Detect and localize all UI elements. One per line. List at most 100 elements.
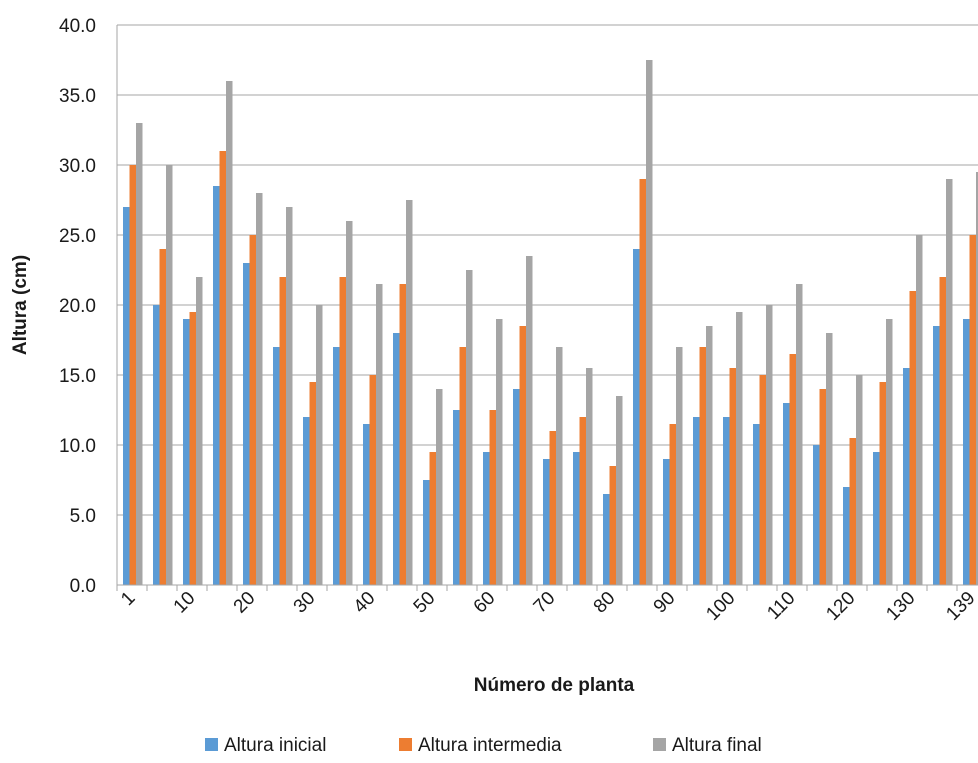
legend-label: Altura inicial <box>224 735 326 756</box>
bar <box>783 403 790 585</box>
bar <box>226 81 233 585</box>
bar <box>159 249 166 585</box>
legend-swatch <box>653 738 666 751</box>
bar <box>429 452 436 585</box>
bar <box>676 347 683 585</box>
bar <box>976 172 978 585</box>
legend: Altura inicial Altura intermedia Altura fi… <box>205 735 762 756</box>
bar <box>706 326 713 585</box>
bar <box>729 368 736 585</box>
bar <box>766 305 773 585</box>
bar <box>969 235 976 585</box>
bar <box>339 277 346 585</box>
bar <box>279 277 286 585</box>
bar <box>573 452 580 585</box>
bar <box>639 179 646 585</box>
bar <box>873 452 880 585</box>
bar <box>219 151 226 585</box>
bars <box>123 60 978 585</box>
bar <box>556 347 563 585</box>
bar <box>489 410 496 585</box>
bar <box>513 389 520 585</box>
bar <box>909 291 916 585</box>
bar <box>459 347 466 585</box>
bar <box>849 438 856 585</box>
bar <box>466 270 473 585</box>
bar <box>856 375 863 585</box>
x-tick-label: 80 <box>590 588 620 618</box>
x-tick-label: 30 <box>290 588 320 618</box>
bar <box>789 354 796 585</box>
bar <box>249 235 256 585</box>
x-axis-title: Número de planta <box>474 675 635 696</box>
bar <box>609 466 616 585</box>
bar <box>526 256 533 585</box>
bar <box>519 326 526 585</box>
bar <box>496 319 503 585</box>
bar <box>123 207 130 585</box>
x-tick-label: 100 <box>702 588 739 625</box>
bar <box>579 417 586 585</box>
bar <box>256 193 263 585</box>
bar <box>453 410 460 585</box>
bar <box>213 186 220 585</box>
bar <box>723 417 730 585</box>
bar <box>363 424 370 585</box>
y-axis-title: Altura (cm) <box>10 255 31 355</box>
bar <box>376 284 383 585</box>
bar <box>759 375 766 585</box>
x-tick-label: 40 <box>350 588 380 618</box>
bar <box>129 165 136 585</box>
bar <box>543 459 550 585</box>
bar <box>273 347 280 585</box>
x-tick-label: 60 <box>470 588 500 618</box>
bar <box>333 347 340 585</box>
legend-swatch <box>399 738 412 751</box>
x-tick-label: 10 <box>170 588 200 618</box>
bar <box>693 417 700 585</box>
bar <box>436 389 443 585</box>
bar <box>826 333 833 585</box>
bar <box>549 431 556 585</box>
bar <box>843 487 850 585</box>
bar <box>286 207 293 585</box>
x-tick-label: 110 <box>763 588 799 624</box>
y-tick-label: 20.0 <box>59 296 96 317</box>
x-tick-label: 130 <box>882 588 919 625</box>
y-tick-label: 30.0 <box>59 156 96 177</box>
bar <box>753 424 760 585</box>
x-tick-label: 139 <box>942 588 978 625</box>
bar <box>699 347 706 585</box>
bar <box>309 382 316 585</box>
bar <box>939 277 946 585</box>
x-tick-label: 120 <box>822 588 859 625</box>
bar <box>736 312 743 585</box>
y-tick-label: 0.0 <box>70 576 96 597</box>
y-tick-label: 5.0 <box>70 506 96 527</box>
x-tick-label: 70 <box>530 588 560 618</box>
bar <box>633 249 640 585</box>
bar <box>153 305 160 585</box>
x-tick-label: 50 <box>410 588 440 618</box>
bar <box>166 165 173 585</box>
bar <box>603 494 610 585</box>
bar <box>879 382 886 585</box>
x-tick-label: 1 <box>117 588 139 610</box>
bar <box>886 319 893 585</box>
bar <box>586 368 593 585</box>
bar <box>243 263 250 585</box>
y-tick-label: 10.0 <box>59 436 96 457</box>
bar <box>946 179 953 585</box>
y-tick-label: 35.0 <box>59 86 96 107</box>
bar <box>616 396 623 585</box>
x-tick-label: 20 <box>230 588 260 618</box>
bar <box>646 60 653 585</box>
y-tick-labels: 0.0 5.0 10.0 15.0 20.0 25.0 30.0 35.0 40.0 <box>59 16 96 597</box>
bar <box>369 375 376 585</box>
bar <box>819 389 826 585</box>
y-tick-label: 40.0 <box>59 16 96 37</box>
bar <box>933 326 940 585</box>
bar <box>669 424 676 585</box>
bar <box>916 235 923 585</box>
bar <box>903 368 910 585</box>
